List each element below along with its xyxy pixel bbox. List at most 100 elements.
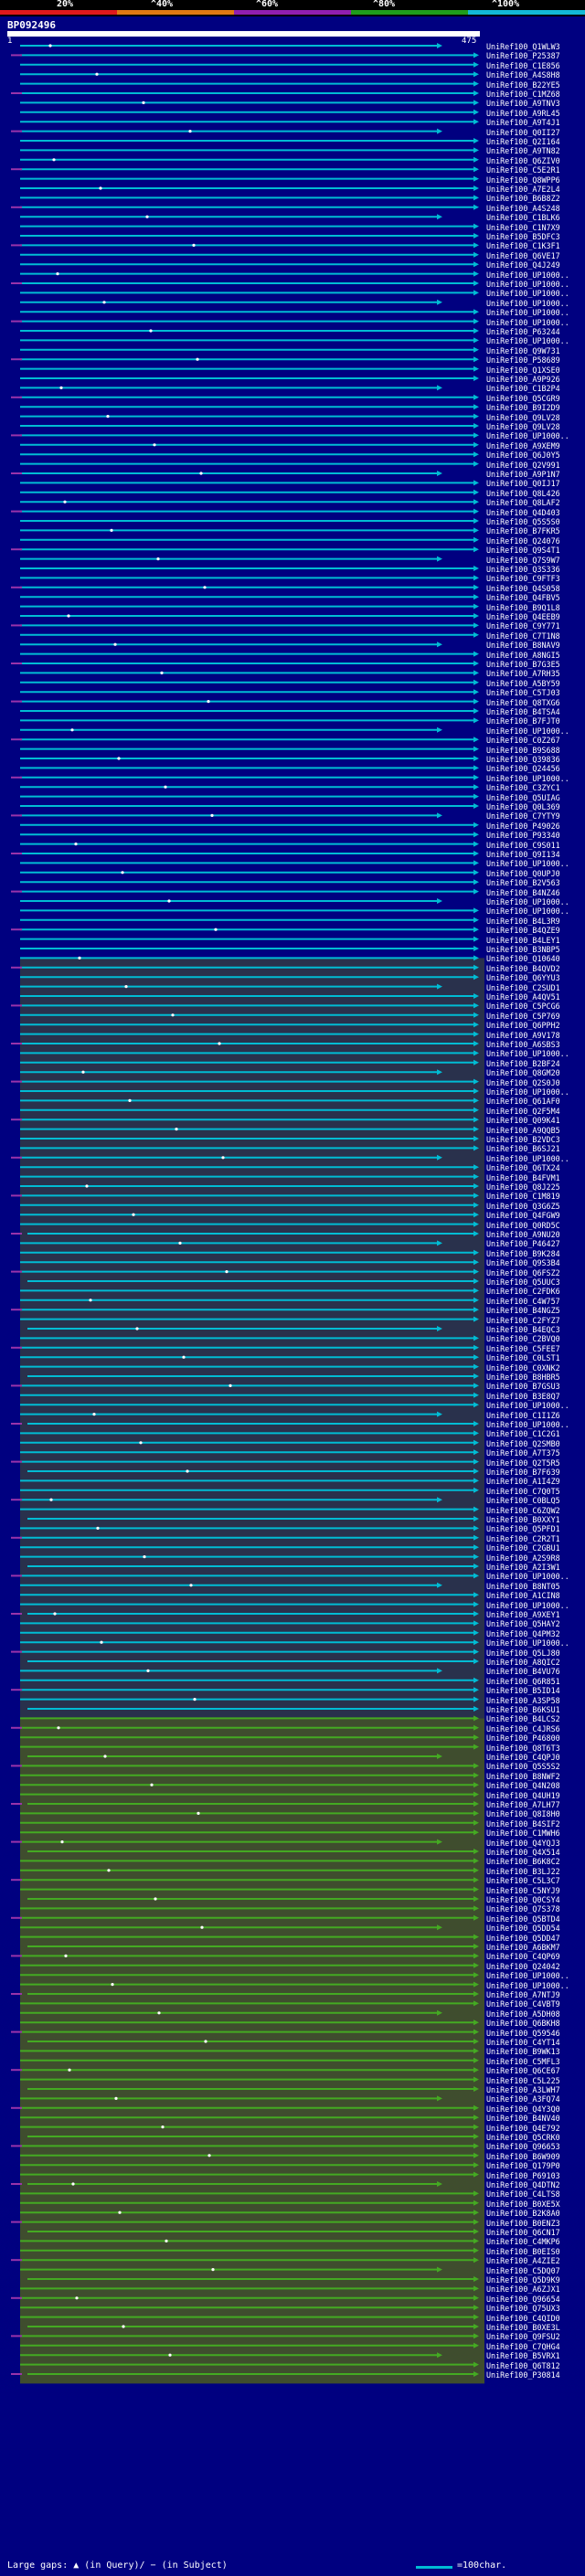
sequence-label[interactable]: UniRef100_B9S688 <box>486 745 560 755</box>
sequence-label[interactable]: UniRef100_Q4Y3Q0 <box>486 2104 560 2114</box>
sequence-label[interactable]: UniRef100_B4LEY1 <box>486 935 560 945</box>
sequence-label[interactable]: UniRef100_A1CIN8 <box>486 1591 560 1601</box>
sequence-label[interactable]: UniRef100_Q7S9W7 <box>486 555 560 565</box>
sequence-label[interactable]: UniRef100_B4NV40 <box>486 2114 560 2124</box>
sequence-label[interactable]: UniRef100_A4QV51 <box>486 992 560 1002</box>
sequence-label[interactable]: UniRef100_C9FTF3 <box>486 574 560 584</box>
sequence-label[interactable]: UniRef100_B4TSA4 <box>486 707 560 716</box>
sequence-label[interactable]: UniRef100_C5PCG6 <box>486 1002 560 1012</box>
sequence-label[interactable]: UniRef100_Q3G6Z5 <box>486 1201 560 1211</box>
sequence-label[interactable]: UniRef100_UP1000.. <box>486 897 569 906</box>
sequence-label[interactable]: UniRef100_A2S9R8 <box>486 1553 560 1563</box>
sequence-label[interactable]: UniRef100_Q24456 <box>486 764 560 774</box>
sequence-label[interactable]: UniRef100_B6SJ21 <box>486 1144 560 1154</box>
sequence-label[interactable]: UniRef100_UP1000.. <box>486 289 569 299</box>
sequence-label[interactable]: UniRef100_Q8J225 <box>486 1182 560 1192</box>
sequence-label[interactable]: UniRef100_A4S8H8 <box>486 70 560 80</box>
sequence-label[interactable]: UniRef100_Q4EEB9 <box>486 612 560 621</box>
sequence-label[interactable]: UniRef100_Q6YYU3 <box>486 973 560 983</box>
sequence-label[interactable]: UniRef100_B4FVM1 <box>486 1172 560 1182</box>
sequence-label[interactable]: UniRef100_C9Y771 <box>486 621 560 631</box>
sequence-label[interactable]: UniRef100_C5FEE7 <box>486 1343 560 1353</box>
sequence-label[interactable]: UniRef100_P46427 <box>486 1239 560 1249</box>
sequence-label[interactable]: UniRef100_Q4S058 <box>486 583 560 593</box>
sequence-label[interactable]: UniRef100_B5VRX1 <box>486 2351 560 2361</box>
sequence-label[interactable]: UniRef100_B7GSU3 <box>486 1382 560 1392</box>
sequence-label[interactable]: UniRef100_A6ZJX1 <box>486 2284 560 2295</box>
sequence-label[interactable]: UniRef100_Q5DD47 <box>486 1933 560 1943</box>
sequence-label[interactable]: UniRef100_C1N7X9 <box>486 222 560 232</box>
sequence-label[interactable]: UniRef100_C1I1Z6 <box>486 1410 560 1420</box>
sequence-label[interactable]: UniRef100_B7G3E5 <box>486 660 560 669</box>
sequence-label[interactable]: UniRef100_C1M819 <box>486 1192 560 1202</box>
sequence-label[interactable]: UniRef100_UP1000.. <box>486 1153 569 1163</box>
sequence-label[interactable]: UniRef100_B7F639 <box>486 1468 560 1477</box>
sequence-label[interactable]: UniRef100_A9RL45 <box>486 108 560 118</box>
sequence-label[interactable]: UniRef100_UP1000.. <box>486 1638 569 1648</box>
sequence-label[interactable]: UniRef100_Q5LJ80 <box>486 1648 560 1658</box>
sequence-label[interactable]: UniRef100_P30814 <box>486 2370 560 2380</box>
sequence-label[interactable]: UniRef100_P63244 <box>486 327 560 336</box>
sequence-label[interactable]: UniRef100_P46800 <box>486 1733 560 1744</box>
sequence-label[interactable]: UniRef100_A2I3W1 <box>486 1563 560 1572</box>
sequence-label[interactable]: UniRef100_B8NAV9 <box>486 641 560 651</box>
sequence-label[interactable]: UniRef100_B9K284 <box>486 1248 560 1258</box>
sequence-label[interactable]: UniRef100_Q0RD5C <box>486 1220 560 1230</box>
sequence-label[interactable]: UniRef100_B0XE3L <box>486 2323 560 2332</box>
sequence-label[interactable]: UniRef100_B9I2D9 <box>486 403 560 413</box>
sequence-label[interactable]: UniRef100_C4YT14 <box>486 2038 560 2047</box>
sequence-label[interactable]: UniRef100_C3ZYC1 <box>486 783 560 793</box>
sequence-label[interactable]: UniRef100_C4LTS8 <box>486 2189 560 2200</box>
sequence-label[interactable]: UniRef100_UP1000.. <box>486 336 569 346</box>
sequence-label[interactable]: UniRef100_Q3S336 <box>486 565 560 574</box>
sequence-label[interactable]: UniRef100_C5MFL3 <box>486 2056 560 2066</box>
sequence-label[interactable]: UniRef100_C0XNK2 <box>486 1362 560 1373</box>
sequence-label[interactable]: UniRef100_Q6FSZ2 <box>486 1267 560 1277</box>
sequence-label[interactable]: UniRef100_Q4N208 <box>486 1781 560 1791</box>
sequence-label[interactable]: UniRef100_P69103 <box>486 2170 560 2180</box>
sequence-label[interactable]: UniRef100_C7YTY9 <box>486 811 560 822</box>
sequence-label[interactable]: UniRef100_B4NGZ5 <box>486 1306 560 1316</box>
sequence-label[interactable]: UniRef100_B9Q1L8 <box>486 602 560 612</box>
sequence-label[interactable]: UniRef100_B2VDC3 <box>486 1135 560 1144</box>
sequence-label[interactable]: UniRef100_Q6CN17 <box>486 2228 560 2237</box>
sequence-label[interactable]: UniRef100_A6BKM7 <box>486 1943 560 1952</box>
sequence-label[interactable]: UniRef100_Q5S5S2 <box>486 1762 560 1772</box>
sequence-label[interactable]: UniRef100_A3FQ74 <box>486 2094 560 2104</box>
sequence-label[interactable]: UniRef100_Q179P0 <box>486 2161 560 2171</box>
sequence-label[interactable]: UniRef100_A9XEY1 <box>486 1610 560 1619</box>
sequence-label[interactable]: UniRef100_B8HBR5 <box>486 1373 560 1382</box>
sequence-label[interactable]: UniRef100_UP1000.. <box>486 1600 569 1610</box>
sequence-label[interactable]: UniRef100_C2BVQ0 <box>486 1334 560 1344</box>
sequence-label[interactable]: UniRef100_B2K8A0 <box>486 2209 560 2219</box>
sequence-label[interactable]: UniRef100_C7Q0T5 <box>486 1486 560 1496</box>
sequence-label[interactable]: UniRef100_Q4D403 <box>486 507 560 517</box>
sequence-label[interactable]: UniRef100_B0ENZ3 <box>486 2218 560 2228</box>
sequence-label[interactable]: UniRef100_C2FYZ7 <box>486 1315 560 1325</box>
sequence-label[interactable]: UniRef100_C7QHG4 <box>486 2341 560 2351</box>
sequence-label[interactable]: UniRef100_Q96654 <box>486 2294 560 2304</box>
sequence-label[interactable]: UniRef100_Q8GM20 <box>486 1068 560 1078</box>
sequence-label[interactable]: UniRef100_A8QIC2 <box>486 1658 560 1667</box>
sequence-label[interactable]: UniRef100_P58689 <box>486 355 560 366</box>
sequence-label[interactable]: UniRef100_Q8TXG6 <box>486 697 560 707</box>
sequence-label[interactable]: UniRef100_Q8WPP6 <box>486 175 560 185</box>
sequence-label[interactable]: UniRef100_P93340 <box>486 831 560 841</box>
sequence-label[interactable]: UniRef100_C1B2P4 <box>486 384 560 394</box>
sequence-label[interactable]: UniRef100_A4S248 <box>486 203 560 213</box>
sequence-label[interactable]: UniRef100_A6SBS3 <box>486 1040 560 1049</box>
sequence-label[interactable]: UniRef100_A3LWH7 <box>486 2085 560 2094</box>
sequence-label[interactable]: UniRef100_C1E856 <box>486 60 560 70</box>
sequence-label[interactable]: UniRef100_B4QVD2 <box>486 963 560 973</box>
sequence-label[interactable]: UniRef100_Q0II27 <box>486 127 560 137</box>
sequence-label[interactable]: UniRef100_Q5DD54 <box>486 1924 560 1934</box>
sequence-label[interactable]: UniRef100_P49026 <box>486 821 560 831</box>
sequence-label[interactable]: UniRef100_Q5HAY2 <box>486 1619 560 1629</box>
sequence-label[interactable]: UniRef100_C7T1N8 <box>486 631 560 641</box>
sequence-label[interactable]: UniRef100_Q2F5M4 <box>486 1106 560 1116</box>
sequence-label[interactable]: UniRef100_A9TNV3 <box>486 99 560 109</box>
sequence-label[interactable]: UniRef100_C4VBT9 <box>486 1999 560 2009</box>
sequence-label[interactable]: UniRef100_UP1000.. <box>486 859 569 869</box>
sequence-label[interactable]: UniRef100_B5ID14 <box>486 1686 560 1696</box>
sequence-label[interactable]: UniRef100_B4NZ46 <box>486 887 560 897</box>
